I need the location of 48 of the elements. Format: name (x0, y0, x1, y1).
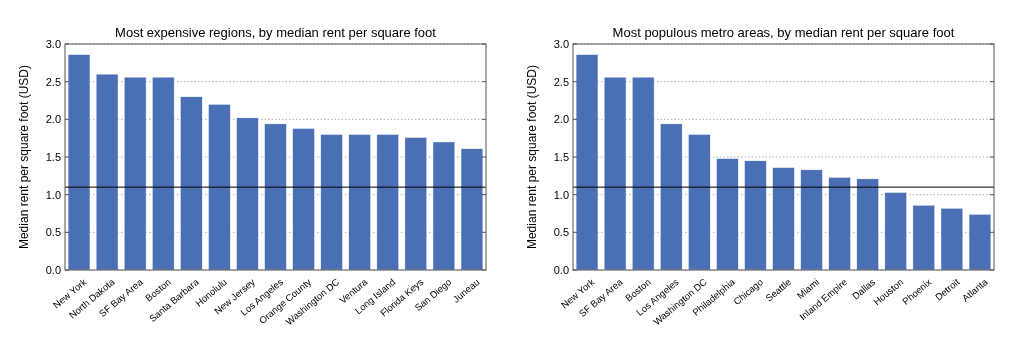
y-tick-label: 2.5 (45, 75, 61, 88)
bar (264, 123, 287, 271)
y-tick-label: 1.5 (45, 150, 61, 163)
bar (940, 207, 964, 271)
y-axis-title: Median rent per square foot (USD) (525, 64, 539, 250)
bar (603, 76, 627, 271)
bar (856, 178, 879, 271)
y-tick-label: 0.5 (553, 226, 569, 239)
y-tick-label: 2.5 (553, 75, 569, 88)
bar (376, 134, 399, 271)
bar (575, 54, 599, 271)
bar (688, 134, 711, 271)
y-tick-label: 0.5 (45, 226, 61, 239)
y-tick-label: 1.0 (45, 188, 61, 201)
bar (912, 204, 936, 271)
bar (320, 134, 343, 271)
y-axis-title: Median rent per square foot (USD) (17, 64, 31, 250)
bar (631, 76, 655, 271)
y-tick-label: 1.0 (553, 188, 569, 201)
y-tick-label: 0.0 (553, 263, 569, 276)
chart-title: Most expensive regions, by median rent per square foot (115, 25, 437, 40)
y-tick-label: 2.0 (45, 113, 61, 126)
bar (800, 169, 823, 271)
y-tick-label: 1.5 (553, 150, 569, 163)
bar (404, 137, 428, 271)
bar (95, 73, 119, 271)
y-tick-label: 0.0 (45, 263, 61, 276)
bar (67, 54, 91, 271)
chart-title: Most populous metro areas, by median rent per square foot (612, 25, 955, 40)
y-tick-label: 3.0 (553, 37, 569, 50)
bar (292, 128, 315, 271)
bar (236, 117, 259, 271)
bar (432, 141, 456, 271)
bar (123, 76, 147, 271)
bar (968, 214, 992, 271)
bar (180, 96, 203, 271)
y-tick-label: 3.0 (45, 37, 61, 50)
bar (884, 192, 907, 271)
bar (716, 158, 739, 271)
bar (152, 76, 175, 271)
bar (660, 123, 683, 271)
bar (744, 160, 767, 271)
y-tick-label: 2.0 (553, 113, 569, 126)
bar (460, 148, 484, 271)
bar (348, 134, 371, 271)
bar (208, 104, 231, 271)
bar (772, 167, 795, 271)
bar (828, 177, 851, 271)
